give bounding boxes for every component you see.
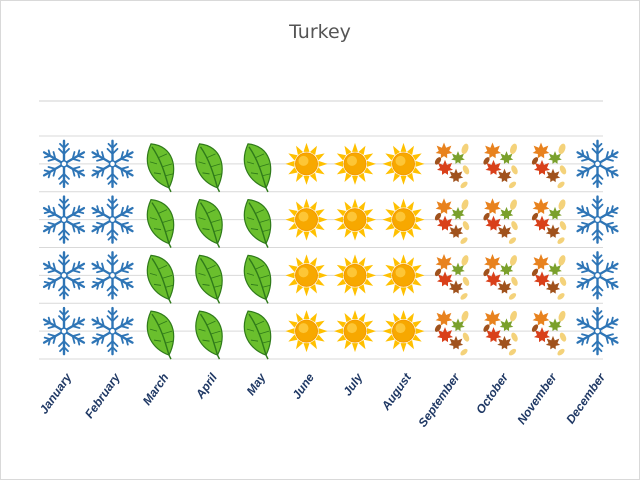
x-tick-label: March bbox=[140, 371, 172, 408]
autumn-leaves-icon bbox=[531, 198, 567, 244]
leaf-icon bbox=[243, 310, 272, 360]
autumn-leaves-icon bbox=[434, 198, 470, 244]
bar-april bbox=[195, 143, 223, 360]
bar-september bbox=[434, 142, 470, 356]
autumn-leaves-icon bbox=[531, 142, 567, 189]
x-tick-label: April bbox=[192, 370, 220, 402]
bar-june bbox=[285, 142, 328, 353]
snowflake-icon bbox=[42, 195, 86, 244]
autumn-leaves-icon bbox=[483, 198, 518, 244]
leaf-icon bbox=[146, 198, 175, 248]
bar-march bbox=[146, 143, 175, 360]
sun-icon bbox=[334, 254, 376, 297]
leaf-icon bbox=[146, 254, 175, 304]
sun-icon bbox=[382, 310, 425, 353]
x-tick-label: December bbox=[563, 370, 609, 427]
snowflake-icon bbox=[42, 306, 86, 356]
sun-icon bbox=[334, 142, 376, 185]
bar-august bbox=[382, 142, 425, 353]
bar-december bbox=[576, 139, 619, 356]
snowflake-icon bbox=[42, 139, 86, 189]
sun-icon bbox=[382, 198, 425, 241]
bar-november bbox=[531, 142, 567, 356]
autumn-leaves-icon bbox=[531, 253, 567, 300]
x-tick-label: July bbox=[340, 370, 366, 399]
sun-icon bbox=[382, 142, 425, 185]
autumn-leaves-icon bbox=[434, 309, 470, 356]
bar-july bbox=[334, 142, 376, 353]
leaf-icon bbox=[195, 310, 223, 360]
snowflake-icon bbox=[91, 195, 134, 244]
leaf-icon bbox=[195, 143, 223, 193]
bar-february bbox=[91, 139, 134, 356]
snowflake-icon bbox=[42, 251, 86, 300]
autumn-leaves-icon bbox=[531, 309, 567, 356]
sun-icon bbox=[334, 198, 376, 241]
snowflake-icon bbox=[91, 306, 134, 356]
autumn-leaves-icon bbox=[434, 253, 470, 300]
sun-icon bbox=[285, 198, 328, 241]
x-tick-label: November bbox=[514, 370, 560, 427]
autumn-leaves-icon bbox=[483, 142, 518, 189]
bar-october bbox=[483, 142, 518, 356]
autumn-leaves-icon bbox=[483, 309, 518, 356]
autumn-leaves-icon bbox=[483, 253, 518, 300]
sun-icon bbox=[285, 254, 328, 297]
leaf-icon bbox=[243, 198, 272, 248]
sun-icon bbox=[382, 254, 425, 297]
x-tick-label: August bbox=[378, 370, 414, 414]
snowflake-icon bbox=[576, 251, 619, 300]
x-tick-label: September bbox=[415, 370, 463, 430]
autumn-leaves-icon bbox=[434, 142, 470, 189]
snowflake-icon bbox=[576, 306, 619, 356]
leaf-icon bbox=[195, 254, 223, 304]
x-tick-label: October bbox=[473, 370, 512, 417]
bar-may bbox=[243, 143, 272, 360]
x-tick-label: January bbox=[37, 370, 76, 417]
leaf-icon bbox=[195, 198, 223, 248]
leaf-icon bbox=[243, 254, 272, 304]
leaf-icon bbox=[146, 310, 175, 360]
x-tick-label: May bbox=[244, 370, 270, 398]
snowflake-icon bbox=[576, 139, 619, 189]
sun-icon bbox=[285, 142, 328, 185]
snowflake-icon bbox=[576, 195, 619, 244]
snowflake-icon bbox=[91, 139, 134, 189]
bar-january bbox=[42, 139, 86, 356]
x-tick-label: June bbox=[289, 370, 317, 401]
snowflake-icon bbox=[91, 251, 134, 300]
x-tick-label: February bbox=[82, 370, 124, 421]
leaf-icon bbox=[243, 143, 272, 193]
chart-title: Turkey bbox=[289, 21, 351, 43]
sun-icon bbox=[334, 310, 376, 353]
sun-icon bbox=[285, 310, 328, 353]
leaf-icon bbox=[146, 143, 175, 193]
